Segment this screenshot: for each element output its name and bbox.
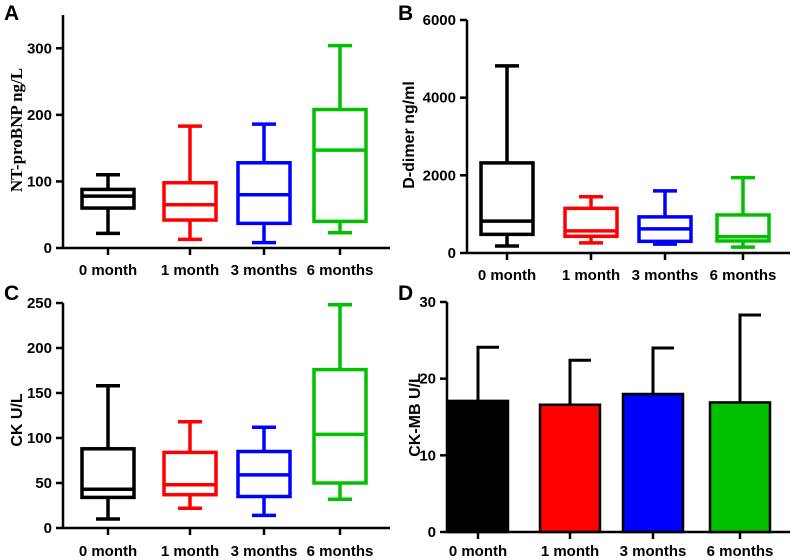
panel-label-a: A (4, 2, 19, 25)
panel-a-y-tick-label: 0 (44, 240, 52, 257)
panel-c-y-tick-label: 50 (35, 475, 52, 492)
panel-d-x-tick-label: 1 month (541, 543, 599, 560)
panel-b-ddimer: 0 2000 4000 6000 0 month 1 month 3 months 6 mon… (423, 12, 790, 284)
panel-b-box (479, 161, 535, 237)
panel-c-x-tick-label: 1 month (161, 543, 219, 560)
panel-b-box (715, 213, 771, 243)
panel-a-y-tick-label: 300 (27, 40, 52, 57)
panel-c-y-tick-label: 200 (27, 340, 52, 357)
panel-d-y-tick-label: 20 (419, 371, 436, 388)
panel-d-y-tick-label: 10 (419, 447, 436, 464)
panel-c-box (80, 447, 136, 500)
panel-c-box (312, 367, 368, 485)
panel-d-bar (621, 392, 685, 534)
panel-d-bar (446, 399, 510, 534)
panel-d-bar (708, 401, 772, 534)
panel-b-x-tick-label: 0 month (478, 267, 536, 284)
panel-d-x-tick-label: 6 months (707, 543, 774, 560)
panel-a-x-tick-label: 1 month (161, 262, 219, 279)
panel-c-ck: 0 50 100 150 200 250 0 month 1 month 3 months 6 m… (27, 295, 390, 560)
panel-label-b: B (398, 2, 413, 25)
panel-b-y-tick-label: 0 (448, 245, 456, 262)
panel-b-y-tick-label: 2000 (423, 167, 456, 184)
panel-c-y-tick-label: 250 (27, 295, 52, 312)
panel-label-c: C (4, 282, 19, 305)
panel-d-bar (538, 403, 602, 534)
panel-a-box (312, 107, 368, 224)
y-axis-label-b: D-dimer ng/ml (401, 81, 418, 189)
y-axis-label-c: CK U/L (9, 393, 26, 447)
panel-a-y-tick-label: 200 (27, 107, 52, 124)
panel-a-x-tick-label: 6 months (307, 262, 374, 279)
panel-a-x-tick-label: 3 months (231, 262, 298, 279)
panel-a-box (162, 181, 218, 222)
y-axis-label-a: NT-proBNP ng/L (7, 68, 26, 192)
panel-b-box (563, 206, 619, 239)
panel-c-x-tick-label: 3 months (231, 543, 298, 560)
panel-d-x-tick-label: 0 month (449, 543, 507, 560)
panel-a-x-tick-label: 0 month (79, 262, 137, 279)
panel-a-ntprobnp: 0 100 200 300 0 month 1 month 3 months 6 months (27, 15, 390, 279)
panel-b-y-tick-label: 4000 (423, 90, 456, 107)
panel-c-x-tick-label: 6 months (307, 543, 374, 560)
panel-b-x-tick-label: 3 months (632, 267, 699, 284)
panel-d-y-tick-label: 30 (419, 294, 436, 311)
panel-c-y-tick-label: 100 (27, 430, 52, 447)
panel-b-x-tick-label: 1 month (562, 267, 620, 284)
panel-a-y-tick-label: 100 (27, 173, 52, 190)
y-axis-label-d: CK-MB U/L (407, 373, 424, 457)
panel-b-y-tick-label: 6000 (423, 12, 456, 29)
panel-c-y-tick-label: 150 (27, 385, 52, 402)
panel-c-box (162, 450, 218, 497)
panel-label-d: D (398, 282, 413, 305)
panel-d-y-tick-label: 0 (428, 524, 436, 541)
panel-d-x-tick-label: 3 months (620, 543, 687, 560)
panel-b-x-tick-label: 6 months (710, 267, 777, 284)
panel-c-x-tick-label: 0 month (79, 543, 137, 560)
panel-c-y-tick-label: 0 (44, 520, 52, 537)
panel-d-ckmb: 0 10 20 30 0 month 1 month 3 months 6 months (419, 294, 790, 560)
panel-a-box (80, 187, 136, 210)
